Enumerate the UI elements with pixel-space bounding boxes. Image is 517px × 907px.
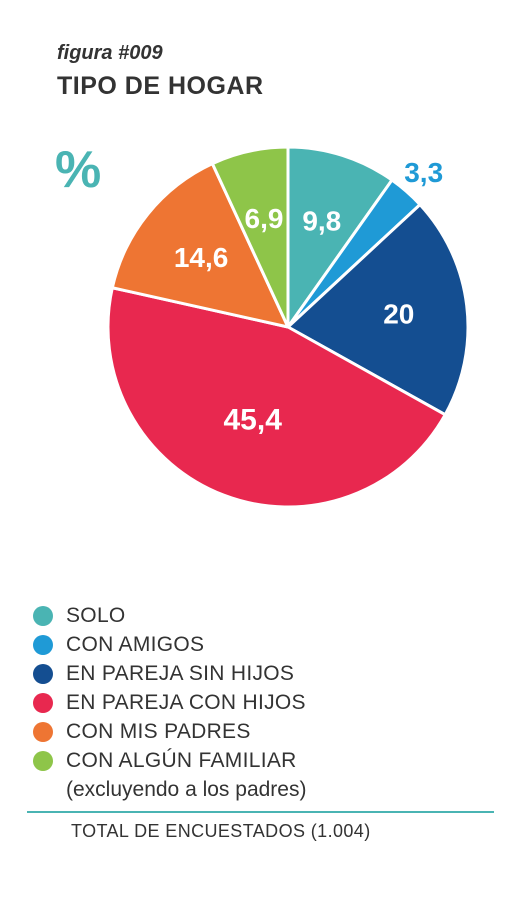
legend-label: CON ALGÚN FAMILIAR — [66, 748, 297, 772]
slice-value-label: 6,9 — [245, 203, 284, 234]
pie-chart: 9,8 3,3 20 45,4 14,6 6,9 — [106, 145, 470, 509]
legend-label: SOLO — [66, 603, 126, 627]
legend-swatch — [33, 721, 53, 742]
slice-value-label: 14,6 — [174, 242, 229, 273]
slice-value-label: 3,3 — [404, 157, 443, 188]
slice-value-label: 9,8 — [302, 206, 341, 237]
legend-label: CON MIS PADRES — [66, 719, 251, 743]
legend-item: CON ALGÚN FAMILIAR — [33, 746, 306, 775]
legend: SOLO CON AMIGOS EN PAREJA SIN HIJOS EN P… — [33, 601, 306, 804]
pie-slice — [286, 203, 470, 417]
chart-title: TIPO DE HOGAR — [57, 72, 264, 100]
slice-value-label: 20 — [383, 299, 414, 330]
legend-swatch — [33, 634, 53, 655]
legend-item: EN PAREJA CON HIJOS — [33, 688, 306, 717]
pie-slice — [106, 286, 447, 509]
unit-symbol: % — [55, 141, 102, 199]
legend-item: CON MIS PADRES — [33, 717, 306, 746]
figure-label: figura #009 — [57, 42, 163, 64]
legend-item: CON AMIGOS — [33, 630, 306, 659]
pie-slice — [286, 145, 394, 329]
legend-swatch — [33, 663, 53, 684]
pie-slice — [210, 145, 290, 329]
legend-swatch — [33, 750, 53, 771]
legend-note: (excluyendo a los padres) — [66, 778, 307, 801]
legend-item: EN PAREJA SIN HIJOS — [33, 659, 306, 688]
total-respondents: TOTAL DE ENCUESTADOS (1.004) — [71, 821, 371, 841]
divider — [27, 811, 494, 813]
legend-label: EN PAREJA CON HIJOS — [66, 690, 306, 714]
pie-slice — [110, 162, 290, 329]
legend-label: EN PAREJA SIN HIJOS — [66, 661, 295, 685]
legend-swatch — [33, 605, 53, 626]
slice-value-label: 45,4 — [224, 404, 283, 437]
legend-swatch — [33, 692, 53, 713]
legend-item: SOLO — [33, 601, 306, 630]
legend-label: CON AMIGOS — [66, 632, 205, 656]
